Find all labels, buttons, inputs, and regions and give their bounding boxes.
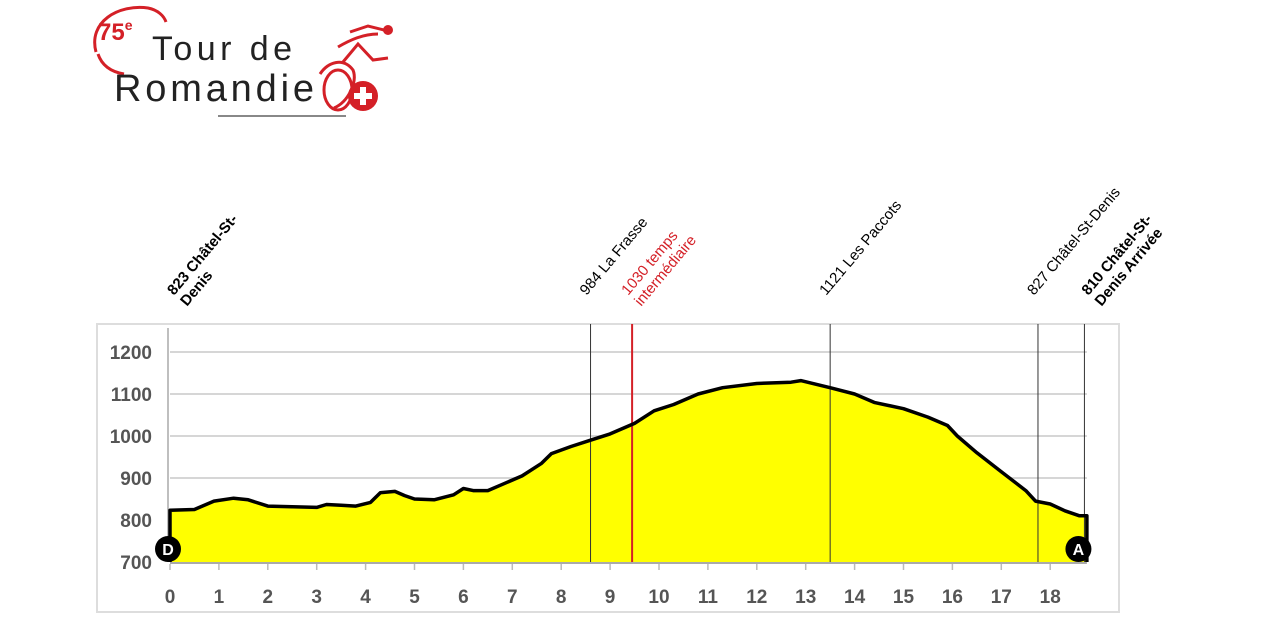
x-tick-label: 3 bbox=[311, 587, 322, 608]
swiss-cross-icon bbox=[348, 81, 378, 111]
svg-text:D: D bbox=[162, 542, 174, 559]
x-tick-label: 9 bbox=[605, 587, 616, 608]
elevation-line bbox=[168, 378, 1089, 563]
waypoint-label: 1121 Les Paccots bbox=[816, 197, 905, 298]
y-tick-label: 1000 bbox=[110, 427, 152, 448]
x-tick-label: 14 bbox=[844, 587, 866, 608]
x-tick-label: 4 bbox=[360, 587, 371, 608]
tour-de-romandie-logo: 75e Tour de Romandie bbox=[88, 2, 418, 124]
x-tick-label: 11 bbox=[698, 587, 719, 608]
waypoint-lines bbox=[590, 324, 1085, 562]
logo-line2: Romandie bbox=[114, 68, 314, 110]
y-tick-label: 700 bbox=[120, 553, 152, 574]
x-tick-label: 5 bbox=[409, 587, 420, 608]
x-axis: 0 1 2 3 4 5 6 7 8 9 10 11 12 13 14 15 16 17 18 bbox=[165, 564, 1061, 608]
x-tick-label: 17 bbox=[991, 587, 1012, 608]
x-tick-label: 10 bbox=[648, 587, 669, 608]
finish-marker: A bbox=[1065, 536, 1092, 562]
x-tick-label: 6 bbox=[458, 587, 469, 608]
x-tick-label: 2 bbox=[263, 587, 274, 608]
x-tick-label: 15 bbox=[893, 587, 915, 608]
start-marker: D bbox=[155, 536, 181, 562]
x-tick-label: 8 bbox=[556, 587, 567, 608]
waypoint-label: 823 Châtel-St-Denis bbox=[164, 211, 241, 309]
x-tick-label: 16 bbox=[942, 587, 963, 608]
x-tick-label: 1 bbox=[214, 587, 225, 608]
logo-edition: 75e bbox=[98, 17, 133, 46]
svg-text:A: A bbox=[1073, 542, 1085, 559]
y-axis: 700 800 900 1000 1100 1200 bbox=[110, 343, 152, 574]
svg-text:1121 Les Paccots: 1121 Les Paccots bbox=[816, 197, 905, 298]
x-tick-label: 13 bbox=[795, 587, 816, 608]
x-tick-label: 0 bbox=[165, 587, 176, 608]
x-tick-label: 12 bbox=[746, 587, 767, 608]
y-tick-label: 1100 bbox=[111, 385, 152, 406]
y-tick-label: 900 bbox=[120, 469, 152, 490]
logo-swoosh-icon bbox=[93, 5, 168, 53]
elevation-area bbox=[170, 380, 1087, 562]
x-tick-label: 7 bbox=[507, 587, 518, 608]
x-tick-label: 18 bbox=[1040, 587, 1061, 608]
y-tick-label: 800 bbox=[120, 511, 152, 532]
y-tick-label: 1200 bbox=[110, 343, 152, 364]
